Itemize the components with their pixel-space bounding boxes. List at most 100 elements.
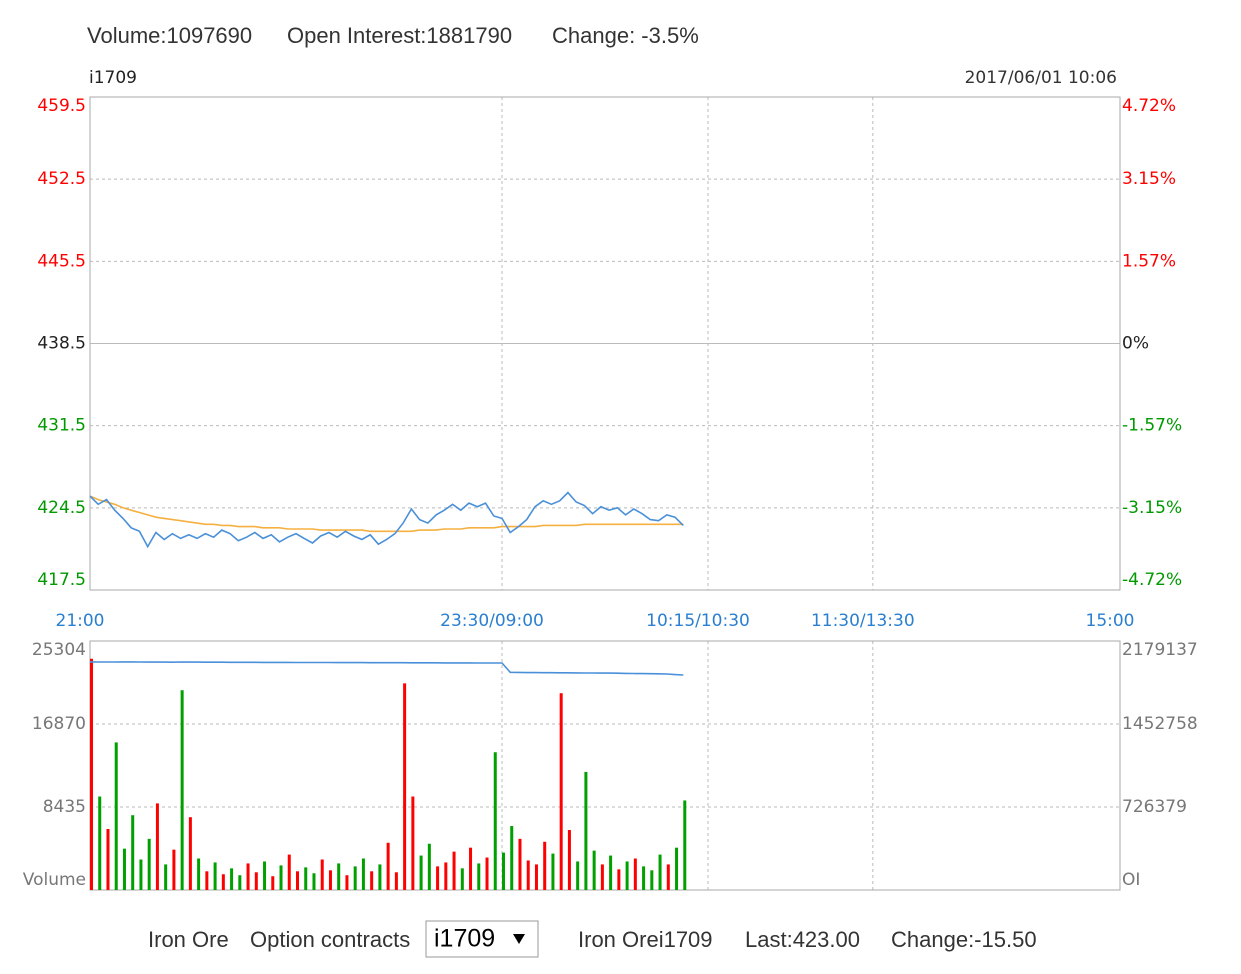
volume-bar: [188, 817, 192, 890]
y2-tick-label: -4.72%: [1122, 570, 1182, 590]
volume-bar: [600, 864, 604, 890]
series-line: [89, 495, 684, 533]
volume-bar: [147, 838, 151, 890]
volume-bar: [312, 873, 316, 890]
volume-bar: [658, 854, 662, 890]
y2-tick-label: 1.57%: [1122, 252, 1176, 272]
volume-bar: [164, 864, 168, 890]
y-tick-label: 16870: [32, 714, 86, 734]
plot-border: [89, 640, 1121, 891]
volume-bar: [139, 859, 143, 890]
y-tick-label: 459.5: [37, 96, 86, 116]
y2-tick-label: OI: [1122, 870, 1140, 890]
volume-bar: [534, 864, 538, 890]
x-tick-label: 21:00: [56, 611, 105, 631]
volume-bar: [493, 752, 497, 890]
volume-bar: [642, 866, 646, 890]
volume-bar: [403, 683, 407, 890]
y2-tick-label: 1452758: [1122, 714, 1198, 734]
footer-option-label: Option contracts: [250, 927, 410, 952]
volume-bar: [551, 853, 555, 890]
y2-tick-label: 726379: [1122, 797, 1187, 817]
volume-bar: [477, 863, 481, 890]
volume-bar: [584, 771, 588, 890]
volume-bar: [460, 868, 464, 890]
volume-bar: [650, 870, 654, 890]
volume-bar: [353, 866, 357, 890]
volume-bar: [180, 690, 184, 890]
volume-bar: [617, 869, 621, 890]
y-tick-label: Volume: [23, 870, 86, 890]
volume-bar: [436, 866, 440, 890]
y2-tick-label: 4.72%: [1122, 96, 1176, 116]
chart-title: i1709: [89, 68, 137, 88]
volume-bar: [576, 861, 580, 890]
volume-bar: [543, 841, 547, 890]
volume-bar: [238, 875, 242, 890]
volume-bar: [197, 858, 201, 890]
volume-bar: [205, 871, 209, 890]
volume-bar: [90, 658, 93, 890]
volume-bar: [469, 847, 473, 890]
volume-bar: [394, 872, 398, 890]
volume-bar: [328, 870, 332, 890]
y2-tick-label: -3.15%: [1122, 498, 1182, 518]
volume-bar: [370, 871, 374, 890]
volume-bar: [427, 843, 431, 890]
volume-bar: [106, 828, 110, 890]
volume-bar: [345, 875, 349, 890]
timestamp: 2017/06/01 10:06: [965, 68, 1117, 88]
volume-bar: [271, 876, 275, 890]
volume-bar: [296, 871, 299, 890]
y2-tick-label: 0%: [1122, 334, 1149, 354]
volume-bar: [633, 858, 637, 890]
volume-bar: [221, 874, 225, 890]
volume-bar: [279, 865, 283, 890]
volume-bar: [502, 852, 505, 890]
series-line: [89, 491, 684, 549]
volume-bar: [114, 742, 118, 890]
volume-bar: [230, 868, 234, 890]
y-tick-label: 445.5: [37, 251, 86, 271]
volume-bar: [98, 796, 102, 890]
select-arrow[interactable]: [513, 934, 525, 944]
volume-bar: [609, 855, 613, 890]
x-tick-label: 15:00: [1086, 611, 1135, 631]
footer-change: Change:-15.50: [891, 927, 1037, 952]
y-tick-label: 8435: [43, 797, 86, 817]
y-tick-label: 431.5: [37, 416, 86, 436]
volume-bar: [122, 848, 126, 890]
y-tick-label: 452.5: [37, 169, 86, 189]
volume-bar: [567, 829, 571, 890]
volume-bar: [320, 859, 324, 890]
volume-bar: [378, 864, 382, 890]
volume-bar: [213, 862, 217, 890]
volume-bar: [559, 693, 563, 890]
volume-bar: [526, 860, 530, 890]
footer-last: Last:423.00: [745, 927, 860, 952]
volume-bar: [485, 857, 489, 890]
volume-bar: [444, 862, 448, 890]
volume-bar: [287, 854, 291, 890]
y2-tick-label: -1.57%: [1122, 415, 1182, 435]
volume-bar: [683, 800, 687, 890]
series-line: [89, 661, 684, 676]
select-value[interactable]: i1709: [434, 925, 495, 953]
volume-bar: [411, 796, 415, 890]
volume-bar: [304, 867, 308, 890]
plot-border: [89, 96, 1121, 591]
x-tick-label: 10:15/10:30: [646, 611, 750, 631]
volume-bar: [172, 849, 176, 890]
y-tick-label: 25304: [32, 640, 86, 660]
header-volume: Volume:1097690: [87, 23, 252, 48]
contract-select[interactable]: i1709: [425, 920, 539, 958]
volume-bar: [666, 864, 670, 890]
x-tick-label: 23:30/09:00: [440, 611, 544, 631]
header-change: Change: -3.5%: [552, 23, 699, 48]
footer-product: Iron Ore: [148, 927, 229, 952]
volume-bar: [254, 872, 258, 890]
volume-bar: [246, 863, 250, 890]
volume-bar: [263, 861, 267, 890]
